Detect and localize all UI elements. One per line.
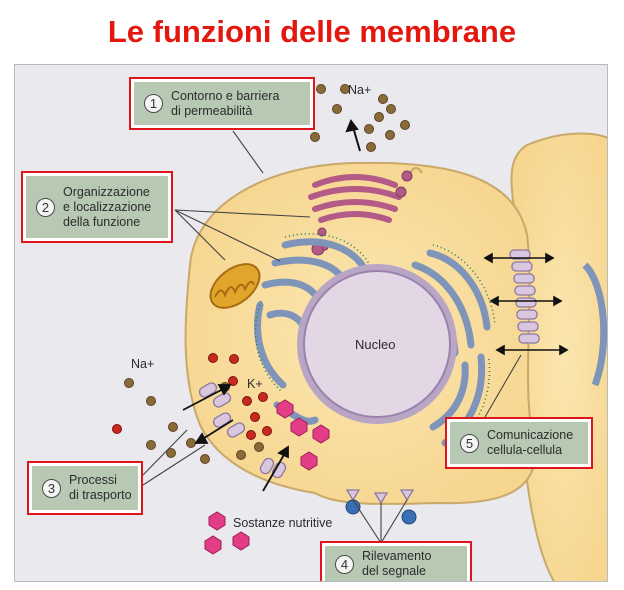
membrane-bump <box>409 167 423 174</box>
golgi-apparatus <box>308 174 402 223</box>
callout-signal-detection: 4 Rilevamento del segnale <box>320 541 472 581</box>
receptors <box>345 489 417 525</box>
mitochondrion <box>209 263 261 309</box>
callout-transport: 3 Processi di trasporto <box>27 461 143 515</box>
ribosomes <box>254 233 496 452</box>
callout-permeability: 1 Contorno e barriera di permeabilità <box>129 77 315 130</box>
callout-text: Contorno e barriera di permeabilità <box>171 88 280 118</box>
nucleus-label: Nucleo <box>355 337 396 352</box>
potassium-particles <box>112 353 272 440</box>
page-title: Le funzioni delle membrane <box>107 14 517 49</box>
transport-proteins <box>198 382 287 479</box>
callout-number: 2 <box>36 197 55 217</box>
callout-organization: 2 Organizzazione e localizzazione della … <box>21 171 173 243</box>
callout-number: 4 <box>335 554 354 574</box>
transport-arrows <box>182 384 289 492</box>
callout-text: Processi di trasporto <box>69 473 132 502</box>
sodium-label-top: Na+ <box>348 83 372 97</box>
membrane-diagram: Na+ Nucleo Na+ K+ Sostanze nutritive 1 C… <box>14 64 608 582</box>
nucleus <box>297 264 457 424</box>
nutrient-molecules <box>204 399 330 555</box>
callout-number: 1 <box>144 94 163 113</box>
junction-arrows <box>483 252 569 356</box>
callout-text: Rilevamento del segnale <box>362 549 432 578</box>
callout-text: Comunicazione cellula-cellula <box>487 428 574 457</box>
callout-leaders <box>142 130 522 544</box>
ion-particles <box>124 84 410 464</box>
nutrients-label: Sostanze nutritive <box>233 516 333 530</box>
callout-number: 5 <box>460 433 479 453</box>
callout-text: Organizzazione e localizzazione della fu… <box>63 184 152 229</box>
neighbor-er <box>582 262 607 387</box>
potassium-label: K+ <box>247 377 263 391</box>
callout-number: 3 <box>42 478 61 498</box>
callout-cell-communication: 5 Comunicazione cellula-cellula <box>445 417 593 469</box>
sodium-label-left: Na+ <box>131 357 155 371</box>
permeability-arrow <box>345 118 361 152</box>
